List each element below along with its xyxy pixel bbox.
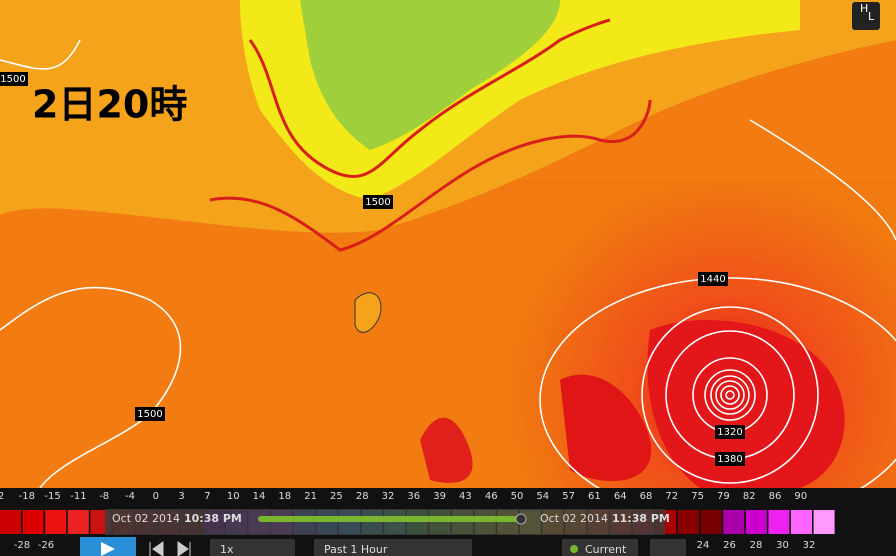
scale-label: 61 <box>588 491 601 502</box>
contour-label: 1500 <box>365 197 390 208</box>
color-swatch <box>700 510 722 534</box>
scale-label: 32 <box>382 491 395 502</box>
scale-label: 14 <box>253 491 266 502</box>
scale-label: 57 <box>562 491 575 502</box>
scale-label: 10 <box>227 491 240 502</box>
color-swatch <box>791 510 812 534</box>
scale-label: 72 <box>665 491 678 502</box>
scale-label: 28 <box>356 491 369 502</box>
end-date: Oct 02 2014 <box>540 512 608 525</box>
scale-label: -18 <box>19 491 35 502</box>
range-select[interactable] <box>314 539 472 556</box>
scale-label: 46 <box>485 491 498 502</box>
scale-label: 79 <box>717 491 730 502</box>
contour-label: 1440 <box>700 274 725 285</box>
scale-label: -26 <box>38 540 54 551</box>
scale-label: 43 <box>459 491 472 502</box>
controls: 1x Past 1 Hour Current <box>80 537 686 556</box>
color-swatch <box>67 510 89 534</box>
scale-label: -28 <box>14 540 30 551</box>
contour-label-box <box>0 72 28 86</box>
contour-label-box <box>135 407 165 421</box>
end-time: 11:38 PM <box>612 512 670 525</box>
color-swatch <box>22 510 44 534</box>
contour-label: 1320 <box>717 427 742 438</box>
contour-label-box <box>363 195 393 209</box>
range: Past 1 Hour <box>324 543 388 556</box>
contour-label-box <box>715 425 745 439</box>
color-swatch <box>745 510 767 534</box>
scale-label: 64 <box>614 491 627 502</box>
scale-label: 7 <box>204 491 210 502</box>
start-date: Oct 02 2014 <box>112 512 180 525</box>
scale-label: 0 <box>153 491 159 502</box>
scale-label: 54 <box>536 491 549 502</box>
scale-label: 18 <box>278 491 291 502</box>
scale-label: 21 <box>304 491 317 502</box>
color-swatch <box>45 510 67 534</box>
contour-label: 1380 <box>717 454 742 465</box>
timeline-handle[interactable] <box>515 513 527 525</box>
speed: 1x <box>220 543 234 556</box>
color-swatch <box>723 510 745 534</box>
logo[interactable] <box>852 2 880 30</box>
scale-label: 82 <box>743 491 756 502</box>
start-time: 10:38 PM <box>184 512 242 525</box>
color-swatch <box>678 510 699 534</box>
scale-label: 26 <box>723 540 736 551</box>
color-swatch <box>813 510 835 534</box>
scale-label: 3 <box>178 491 184 502</box>
scale-label: 2 <box>0 491 4 502</box>
map: 2日20時 H L 1500 1500 1500 1440 1320 1380 <box>0 0 896 523</box>
color-swatch <box>0 510 21 534</box>
current-button[interactable] <box>562 539 638 556</box>
contour-label: 1500 <box>0 74 25 85</box>
speed-select[interactable] <box>210 539 295 556</box>
scale-label: 32 <box>803 540 816 551</box>
scale-label: 50 <box>511 491 524 502</box>
logo-letter: L <box>868 10 875 23</box>
skip-button[interactable] <box>149 541 191 556</box>
calendar-button[interactable] <box>650 539 686 556</box>
scale-label: 25 <box>330 491 343 502</box>
scale-label: 75 <box>691 491 704 502</box>
scale-label: 28 <box>750 540 763 551</box>
scale-label: 24 <box>697 540 710 551</box>
current: Current <box>585 543 627 556</box>
scale-label: 68 <box>640 491 653 502</box>
contour-label: 1500 <box>137 409 162 420</box>
scale-label: 30 <box>776 540 789 551</box>
scale-label: -4 <box>125 491 135 502</box>
scale-label: 86 <box>769 491 782 502</box>
contour-label-box <box>715 452 745 466</box>
timeline[interactable]: Oct 02 2014 10:38 PM Oct 02 2014 11:38 P… <box>105 509 670 535</box>
scale-label: -15 <box>44 491 60 502</box>
timeline-track[interactable] <box>258 516 523 522</box>
scale-label: -8 <box>99 491 109 502</box>
scale-label: -11 <box>70 491 86 502</box>
scale-label: 36 <box>407 491 420 502</box>
time-label: 2日20時 <box>32 83 187 127</box>
scale-label: 39 <box>433 491 446 502</box>
logo-letter: H <box>860 2 868 15</box>
contour-label-box <box>698 272 728 286</box>
scale-label: 90 <box>794 491 807 502</box>
color-swatch <box>768 510 790 534</box>
